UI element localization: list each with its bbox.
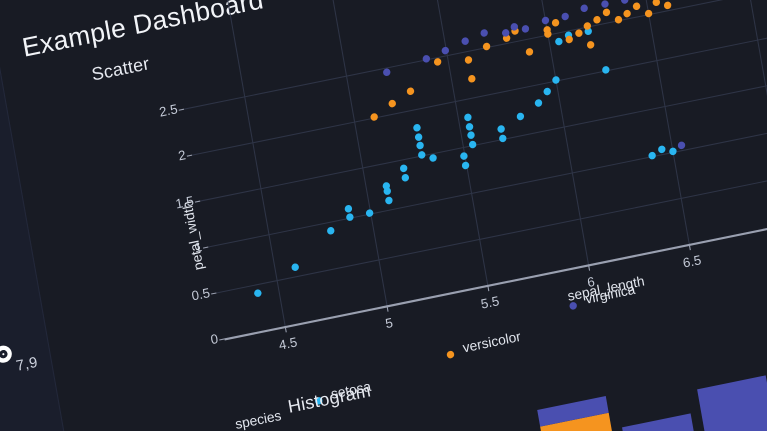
gridline-horizontal <box>200 52 767 202</box>
scatter-point[interactable] <box>560 12 570 21</box>
y-axis-tick: 0.5 <box>190 285 212 304</box>
gridline-vertical <box>324 0 387 306</box>
legend-swatch <box>568 301 578 311</box>
scatter-point[interactable] <box>291 262 300 272</box>
scatter-point[interactable] <box>482 42 492 52</box>
scatter-point[interactable] <box>463 55 473 65</box>
scatter-point[interactable] <box>399 164 408 173</box>
y-axis-tick: 2.5 <box>158 101 179 120</box>
scatter-point[interactable] <box>369 112 378 122</box>
scatter-point[interactable] <box>682 0 692 1</box>
scatter-point[interactable] <box>602 8 611 18</box>
scatter-point[interactable] <box>551 18 561 28</box>
scatter-point[interactable] <box>613 15 623 25</box>
scatter-point[interactable] <box>416 141 425 151</box>
y-tick-mark <box>178 108 184 111</box>
gridline-vertical <box>223 0 287 327</box>
scatter-point[interactable] <box>326 226 336 236</box>
scatter-point[interactable] <box>428 153 438 163</box>
y-tick-mark <box>211 292 217 295</box>
scatter-point[interactable] <box>253 288 263 298</box>
scatter-point[interactable] <box>586 40 596 49</box>
scatter-point[interactable] <box>414 132 424 142</box>
sepal-length-slider[interactable]: 7,9 <box>0 328 46 404</box>
scatter-point[interactable] <box>540 16 550 25</box>
scatter-point[interactable] <box>632 2 641 12</box>
scatter-point[interactable] <box>460 37 470 46</box>
scatter-point[interactable] <box>467 73 476 83</box>
scatter-point[interactable] <box>400 173 410 183</box>
scatter-point[interactable] <box>382 67 391 77</box>
scatter-point[interactable] <box>413 123 422 132</box>
scatter-title: Scatter <box>90 53 152 85</box>
scatter-point[interactable] <box>384 195 393 205</box>
scatter-point[interactable] <box>652 0 662 7</box>
scatter-point[interactable] <box>463 112 473 122</box>
scatter-point[interactable] <box>620 0 630 4</box>
gridline-vertical <box>728 0 767 224</box>
scatter-point[interactable] <box>600 0 609 8</box>
scatter-point[interactable] <box>564 35 574 44</box>
scatter-point[interactable] <box>468 140 477 150</box>
scatter-point[interactable] <box>521 24 530 34</box>
y-axis-tick: 2 <box>176 147 187 164</box>
scatter-point[interactable] <box>498 134 508 144</box>
scatter-point[interactable] <box>542 25 551 35</box>
legend-swatch <box>446 350 455 359</box>
y-tick-mark <box>194 200 201 203</box>
scatter-point[interactable] <box>515 111 525 121</box>
gridline-horizontal <box>191 6 767 156</box>
scatter-point[interactable] <box>461 160 471 170</box>
scatter-point[interactable] <box>387 99 397 109</box>
scatter-point[interactable] <box>648 151 657 161</box>
scatter-point[interactable] <box>345 213 354 222</box>
bar-segment-virginica[interactable] <box>622 413 700 431</box>
y-tick-mark <box>186 154 193 157</box>
bar-segment-virginica[interactable] <box>697 375 767 431</box>
scatter-point[interactable] <box>580 3 589 13</box>
x-axis-tick: 6.5 <box>681 252 703 271</box>
petal-width-slider[interactable]: 2,5 <box>0 427 63 431</box>
sepal-length-slider-value: 7,9 <box>14 352 40 374</box>
scatter-point[interactable] <box>343 203 353 213</box>
scatter-point[interactable] <box>525 47 534 57</box>
scatter-point[interactable] <box>480 28 489 38</box>
x-axis-tick: 5.5 <box>479 293 501 312</box>
scatter-point[interactable] <box>534 98 543 108</box>
scatter-point[interactable] <box>497 125 506 134</box>
scatter-point[interactable] <box>574 28 583 38</box>
x-axis-tick: 5 <box>384 315 394 332</box>
scatter-point[interactable] <box>466 131 476 141</box>
scatter-point[interactable] <box>432 57 442 66</box>
scatter-point[interactable] <box>668 147 677 157</box>
scatter-point[interactable] <box>365 209 375 218</box>
scatter-point[interactable] <box>551 75 560 85</box>
scatter-point[interactable] <box>421 54 431 64</box>
scatter-point[interactable] <box>554 37 564 46</box>
scatter-point[interactable] <box>542 87 552 96</box>
x-axis-tick: 4.5 <box>277 334 299 353</box>
y-tick-mark <box>202 246 209 249</box>
scatter-point[interactable] <box>417 150 427 160</box>
scatter-point[interactable] <box>465 122 474 131</box>
scatter-plot-area[interactable]: 00.511.522.54.555.566.577.5 <box>158 0 767 353</box>
y-axis-tick: 0 <box>209 331 220 348</box>
histogram-bar[interactable] <box>692 342 767 431</box>
slider-handle[interactable] <box>0 344 14 365</box>
scatter-point[interactable] <box>644 9 653 19</box>
scatter-point[interactable] <box>459 151 469 161</box>
scatter-point[interactable] <box>601 65 611 75</box>
gridline-horizontal <box>208 98 767 248</box>
scatter-point[interactable] <box>406 86 416 96</box>
